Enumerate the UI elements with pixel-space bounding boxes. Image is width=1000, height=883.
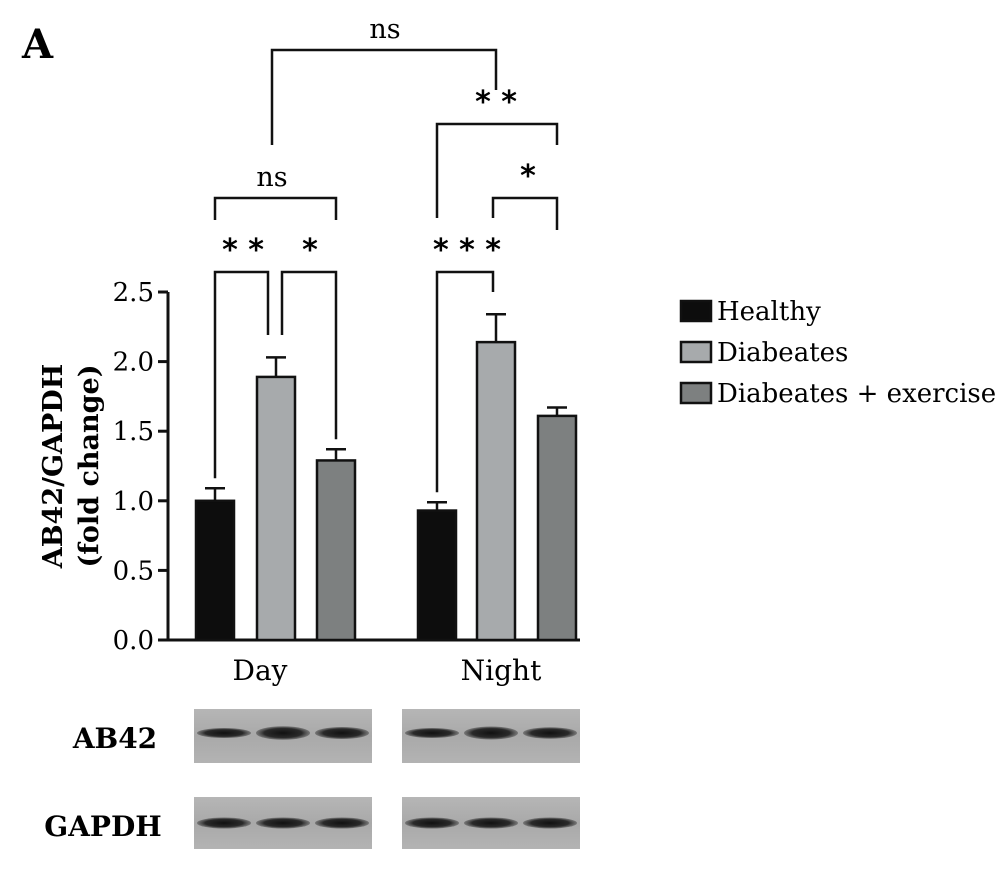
gapdh-band — [197, 817, 251, 829]
bar — [416, 509, 458, 642]
sig-night-diabeates-exercise-line — [491, 196, 559, 230]
panel-letter: A — [21, 21, 54, 68]
y-tick-label: 2.5 — [113, 278, 154, 308]
sig-night-healthy-diabeates-line — [435, 270, 495, 493]
x-category-label: Night — [461, 654, 542, 687]
legend: Healthy Diabeates Diabeates + exercise — [679, 297, 996, 409]
bar — [315, 459, 357, 642]
y-tick-label: 0.5 — [113, 556, 154, 586]
gapdh-band — [464, 817, 518, 829]
bar — [255, 375, 297, 642]
y-axis-label-line2: (fold change) — [74, 365, 105, 568]
legend-swatch — [679, 381, 713, 405]
sig-night-healthy-diabeates-label: * * * — [433, 233, 501, 268]
sig-night-healthy-exercise-label: * * — [475, 85, 517, 120]
sig-day-vs-night-line — [270, 48, 498, 145]
y-axis-label: AB42/GAPDH (fold change) — [38, 364, 105, 569]
sig-night-healthy-exercise-line — [435, 122, 559, 218]
category-labels: Day Night — [233, 654, 543, 687]
sig-day-healthy-exercise-line — [213, 196, 338, 220]
gapdh-band — [315, 817, 369, 829]
sig-day-diabeates-exercise-label: * — [302, 233, 318, 268]
sig-night-diabeates-exercise-label: * — [520, 159, 536, 194]
legend-label: Diabeates + exercise — [717, 379, 996, 409]
legend-label: Diabeates — [717, 338, 848, 368]
x-category-label: Day — [233, 654, 288, 687]
y-tick-label: 1.0 — [113, 487, 154, 517]
ab42-band — [315, 727, 369, 739]
sig-day-healthy-exercise-label: ns — [256, 162, 287, 193]
legend-swatch — [679, 340, 713, 364]
ab42-band — [464, 726, 518, 740]
legend-label: Healthy — [717, 297, 821, 327]
sig-day-diabeates-exercise-line — [280, 270, 338, 440]
bar — [536, 414, 578, 642]
blot-label-gapdh: GAPDH — [44, 810, 161, 843]
legend-swatch — [679, 299, 713, 323]
y-axis: 0.0 0.5 1.0 1.5 2.0 2.5 — [113, 278, 580, 656]
ab42-band — [523, 727, 577, 739]
bar — [475, 340, 517, 642]
significance-brackets: * * * ns * * * * * * ns — [213, 14, 559, 493]
gapdh-band — [256, 817, 310, 829]
ab42-band — [256, 726, 310, 740]
sig-day-healthy-diabeates-label: * * — [222, 233, 264, 268]
western-blots: AB42 GAPDH — [44, 709, 580, 849]
sig-day-vs-night-label: ns — [369, 14, 400, 45]
bars — [194, 313, 578, 642]
blot-label-ab42: AB42 — [72, 722, 157, 755]
ab42-band — [405, 728, 459, 738]
y-tick-label: 0.0 — [113, 626, 154, 656]
gapdh-band — [523, 817, 577, 829]
gapdh-band — [405, 817, 459, 829]
y-tick-label: 1.5 — [113, 417, 154, 447]
sig-day-healthy-diabeates-line — [213, 270, 270, 479]
y-axis-label-line1: AB42/GAPDH — [38, 364, 69, 569]
ab42-band — [197, 728, 251, 738]
y-tick-label: 2.0 — [113, 348, 154, 378]
bar — [194, 499, 236, 642]
